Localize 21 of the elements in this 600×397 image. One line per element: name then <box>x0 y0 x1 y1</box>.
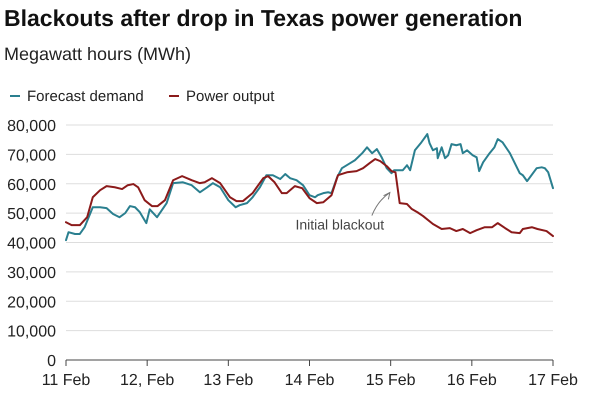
y-tick-label: 80,000 <box>7 118 56 135</box>
y-tick-label: 0 <box>47 353 56 370</box>
y-tick-label: 60,000 <box>7 176 56 194</box>
y-tick-label: 40,000 <box>7 236 56 252</box>
x-tick-label: 15 Feb <box>366 372 416 389</box>
annotation: Initial blackout <box>295 216 384 233</box>
x-tick-label: 11 Feb <box>42 372 90 389</box>
y-tick-label: 70,000 <box>7 147 56 164</box>
legend-label: Power output <box>186 88 276 105</box>
x-tick-label: 16 Feb <box>446 372 497 389</box>
y-tick-label: 50,000 <box>7 206 56 224</box>
y-tick-label: 30,000 <box>7 264 56 282</box>
x-tick-label: 17 Feb <box>528 372 578 389</box>
legend-label: Forecast demand <box>27 88 144 105</box>
x-tick-label: 14 Feb <box>284 372 335 389</box>
y-tick-label: 10,000 <box>7 324 56 341</box>
x-tick-label: 12, Feb <box>120 372 174 389</box>
y-tick-label: 20,000 <box>7 294 56 312</box>
chart-title: Blackouts after drop in Texas power generation <box>4 5 522 31</box>
x-tick-label: 13 Feb <box>203 372 254 389</box>
chart-subtitle: Megawatt hours (MWh) <box>4 44 192 64</box>
